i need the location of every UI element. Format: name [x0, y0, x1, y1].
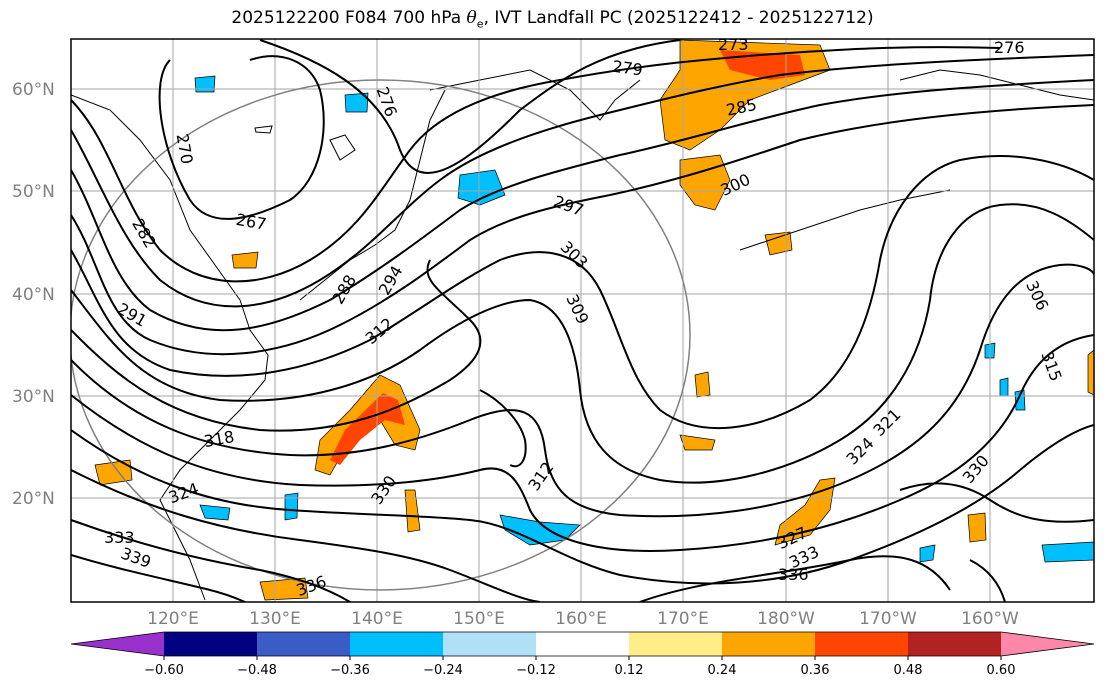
colorbar-tick-label: 0.12	[615, 663, 644, 678]
theta-e-contour	[479, 389, 527, 468]
positive-shade	[679, 154, 731, 211]
lon-label: 150°E	[453, 609, 505, 629]
lon-label: 160°W	[961, 609, 1019, 629]
theta-e-contour	[71, 469, 541, 602]
contour-label: 276	[994, 38, 1025, 57]
landfall-radius-circle	[71, 79, 691, 591]
lat-label: 30°N	[12, 387, 55, 407]
positive-shade	[404, 489, 421, 533]
theta-e-contour	[259, 39, 681, 174]
negative-shade	[344, 92, 369, 113]
colorbar-tick-label: −0.60	[144, 663, 184, 678]
colorbar-tick-label: −0.48	[237, 663, 277, 678]
shading-layer	[94, 39, 1094, 601]
colorbar-segment	[443, 632, 536, 656]
colorbar-segment	[908, 632, 1001, 656]
coastline	[254, 125, 273, 134]
theta-e-contour	[71, 104, 1094, 356]
colorbar-segment	[350, 632, 443, 656]
colorbar-tick-label: −0.36	[330, 663, 370, 678]
theta-e-contour	[71, 334, 1094, 552]
negative-shade	[284, 492, 299, 521]
theta-e-contour	[71, 259, 482, 432]
positive-shade	[764, 231, 793, 256]
theta-e-contour	[71, 263, 1094, 518]
colorbar-segment	[164, 632, 257, 656]
contour-label: 333	[104, 528, 135, 547]
lon-label: 130°E	[249, 609, 301, 629]
positive-shade	[967, 512, 987, 543]
positive-shade	[694, 371, 711, 398]
theta-e-contour	[71, 54, 1094, 308]
colorbar-tick-label: 0.60	[987, 663, 1016, 678]
positive-shade	[1087, 349, 1094, 396]
longitude-labels: 120°E 130°E 140°E 150°E 160°E 170°E 180°…	[147, 609, 1019, 629]
coastline	[899, 69, 1094, 101]
positive-shade	[774, 477, 836, 546]
colorbar: −0.60 −0.48 −0.36 −0.24 −0.12 0.12 0.24 0.36 0.4…	[70, 631, 1095, 678]
colorbar-segment	[71, 632, 164, 656]
latitude-labels: 60°N 50°N 40°N 30°N 20°N	[12, 80, 55, 509]
lat-label: 40°N	[12, 285, 55, 305]
contour-label: 336	[778, 565, 809, 584]
theta-e-contour	[71, 519, 351, 602]
lon-label: 120°E	[147, 609, 199, 629]
lon-label: 180°W	[757, 609, 815, 629]
colorbar-segment	[257, 632, 350, 656]
contour-label: 273	[718, 35, 749, 54]
lat-label: 50°N	[12, 182, 55, 202]
lon-label: 170°W	[859, 609, 917, 629]
map-frame	[70, 38, 1095, 603]
map-title: 2025122200 F084 700 hPa θe, IVT Landfall…	[231, 8, 874, 31]
colorbar-tick-label: −0.24	[423, 663, 463, 678]
negative-shade	[194, 75, 216, 93]
theta-e-contour	[969, 559, 1006, 602]
theta-e-contour	[71, 424, 1094, 585]
colorbar-segment	[722, 632, 815, 656]
colorbar-tick-label: −0.12	[516, 663, 556, 678]
colorbar-segment	[1001, 632, 1094, 656]
theta-e-contour	[899, 482, 1094, 523]
map-background	[71, 39, 1094, 602]
negative-shade	[199, 504, 231, 521]
theta-e-contour	[158, 55, 325, 220]
lat-label: 60°N	[12, 80, 55, 100]
positive-shade	[231, 251, 259, 269]
negative-shade	[1041, 541, 1094, 563]
theta-e-contour	[71, 203, 1094, 484]
colorbar-segment	[815, 632, 908, 656]
colorbar-tick-label: 0.24	[708, 663, 737, 678]
theta-e-contour	[71, 155, 1094, 430]
positive-shade	[94, 459, 133, 486]
lat-label: 20°N	[12, 489, 55, 509]
lon-label: 160°E	[555, 609, 607, 629]
colorbar-segment	[536, 632, 629, 656]
negative-shade	[457, 169, 506, 206]
lon-label: 170°E	[657, 609, 709, 629]
colorbar-tick-label: 0.36	[801, 663, 830, 678]
coastline	[329, 134, 356, 161]
colorbar-tick-label: 0.48	[894, 663, 923, 678]
negative-shade	[919, 544, 936, 563]
contour-layer	[71, 39, 1094, 602]
colorbar-segment	[629, 632, 722, 656]
coastline	[739, 189, 951, 251]
theta-e-contour	[71, 79, 1094, 332]
coastline	[429, 69, 641, 121]
contour-label: 279	[611, 57, 644, 80]
theta-e-contour	[71, 46, 1001, 283]
theta-e-contour	[71, 554, 246, 602]
theta-e-contour	[639, 555, 951, 602]
lon-label: 140°E	[351, 609, 403, 629]
negative-shade	[999, 377, 1009, 397]
